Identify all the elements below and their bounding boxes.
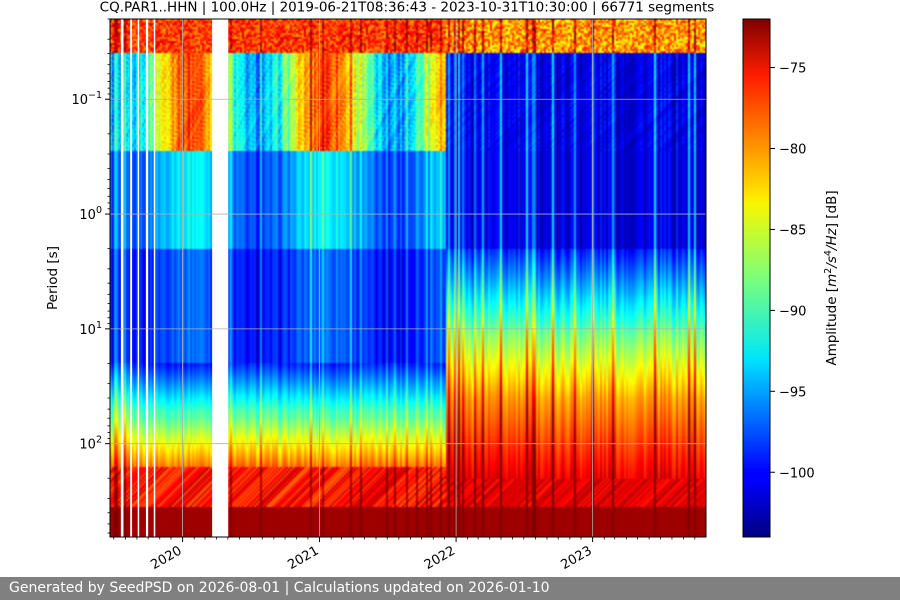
y-tick-label: 10−1 [71, 90, 102, 108]
x-tick-label: 2020 [148, 543, 184, 573]
footer-bar: Generated by SeedPSD on 2026-08-01 | Cal… [0, 577, 900, 600]
colorbar-ticks: −75 −80 −85 −90 −95 −100 [770, 62, 815, 481]
colorbar-label-exp-2: 2 [823, 268, 834, 274]
colorbar-tick-label: −85 [779, 223, 806, 238]
y-tick-label: 100 [79, 205, 102, 223]
y-axis-label: Period [s] [45, 246, 61, 310]
data-gap [145, 19, 149, 537]
y-axis: 10−1 100 101 102 [71, 18, 110, 534]
spectrogram-image [110, 19, 706, 537]
colorbar-tick-label: −80 [779, 143, 806, 158]
x-tick-label: 2023 [558, 543, 594, 573]
colorbar-tick-label: −90 [779, 304, 806, 319]
colorbar-label-slash-s: /s [824, 256, 840, 269]
footer-text: Generated by SeedPSD on 2026-08-01 | Cal… [9, 580, 550, 596]
colorbar-tick-label: −95 [779, 385, 806, 400]
colorbar-label-prefix: Amplitude [ [824, 287, 840, 366]
x-axis: 2020 2021 2022 2023 [113, 537, 696, 573]
y-tick-label: 102 [79, 435, 102, 453]
spectrogram-plot [110, 19, 706, 537]
x-tick-label: 2022 [422, 543, 458, 573]
colorbar-gradient [742, 18, 771, 538]
colorbar-label-exp-4: 4 [823, 250, 834, 256]
x-tick-label: 2021 [285, 543, 321, 573]
data-gaps [120, 19, 229, 537]
data-gap [212, 19, 229, 537]
chart-title: CQ.PAR1..HHN | 100.0Hz | 2019-06-21T08:3… [100, 0, 715, 16]
colorbar-label: Amplitude [m2/s4/Hz] [dB] [823, 190, 840, 365]
colorbar-tick-label: −75 [779, 62, 806, 77]
colorbar-label-hz: /Hz [824, 227, 840, 251]
plot-frame [109, 18, 707, 538]
data-gap [137, 19, 140, 537]
colorbar-label-unit-m: m [824, 274, 840, 287]
y-tick-label: 101 [79, 320, 102, 338]
data-gap [120, 19, 124, 537]
colorbar-label-suffix: ] [dB] [824, 190, 840, 228]
colorbar-tick-label: −100 [779, 466, 815, 481]
data-gap [130, 19, 133, 537]
grid-lines [110, 19, 706, 537]
colorbar: −75 −80 −85 −90 −95 −100 Amplitude [m2/s4/Hz]… [742, 18, 840, 538]
data-gap [153, 19, 156, 537]
